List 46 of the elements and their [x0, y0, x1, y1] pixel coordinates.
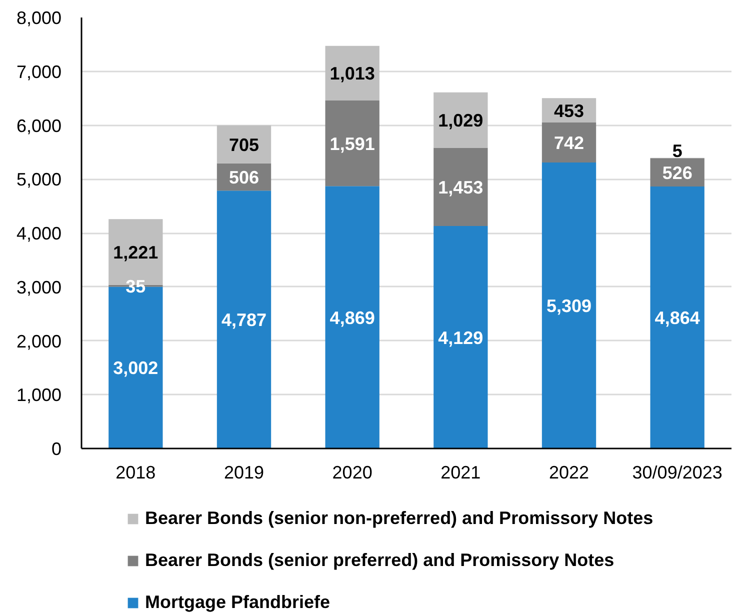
data-label: 453: [554, 100, 584, 121]
data-label: 1,453: [438, 177, 484, 198]
bar: [216, 190, 272, 448]
data-label: 4,129: [438, 328, 484, 348]
x-tick-label: 2019: [224, 462, 264, 482]
y-tick-label: 5,000: [16, 170, 62, 190]
data-label: 1,221: [113, 242, 158, 262]
data-label: 4,869: [330, 308, 375, 328]
y-tick-label: 1,000: [16, 385, 62, 406]
x-tick-label: 2020: [332, 462, 372, 482]
data-label: 742: [554, 132, 584, 153]
bar: [434, 226, 488, 448]
legend-label: Bearer Bonds (senior non-preferred) and Promissory Notes: [145, 508, 654, 529]
data-label: 4,787: [221, 310, 267, 330]
y-tick-label: 6,000: [16, 116, 62, 136]
data-label: 4,864: [654, 308, 700, 328]
data-label: 5,309: [546, 296, 592, 316]
x-tick-label: 2022: [548, 462, 590, 482]
data-label: 1,591: [330, 134, 375, 154]
y-tick-label: 0: [51, 439, 62, 459]
data-label: 1,029: [438, 110, 484, 131]
y-tick-label: 7,000: [16, 62, 62, 82]
legend-label: Mortgage Pfandbriefe: [145, 592, 330, 613]
legend-label: Bearer Bonds (senior preferred) and Promissory Notes: [145, 550, 614, 571]
y-tick-label: 8,000: [16, 8, 62, 28]
x-tick-label: 30/09/2023: [632, 462, 722, 482]
bar: [325, 100, 380, 186]
data-label: 1,013: [330, 64, 375, 84]
x-tick-label: 2018: [116, 462, 156, 482]
data-label: 506: [228, 167, 260, 188]
bar: [434, 92, 488, 148]
data-label: 526: [662, 162, 692, 183]
data-label: 3,002: [113, 358, 158, 378]
y-tick-label: 3,000: [16, 277, 62, 298]
bar: [325, 186, 380, 448]
data-label: 5: [672, 140, 682, 161]
bar: [434, 148, 488, 226]
y-tick-label: 2,000: [16, 331, 62, 352]
bar: [542, 122, 596, 162]
data-label: 705: [228, 134, 260, 155]
x-tick-label: 2021: [440, 462, 481, 482]
bar: [650, 186, 704, 448]
y-tick-label: 4,000: [16, 224, 62, 244]
bar: [216, 125, 272, 164]
bar: [325, 46, 380, 100]
bar: [542, 162, 596, 448]
